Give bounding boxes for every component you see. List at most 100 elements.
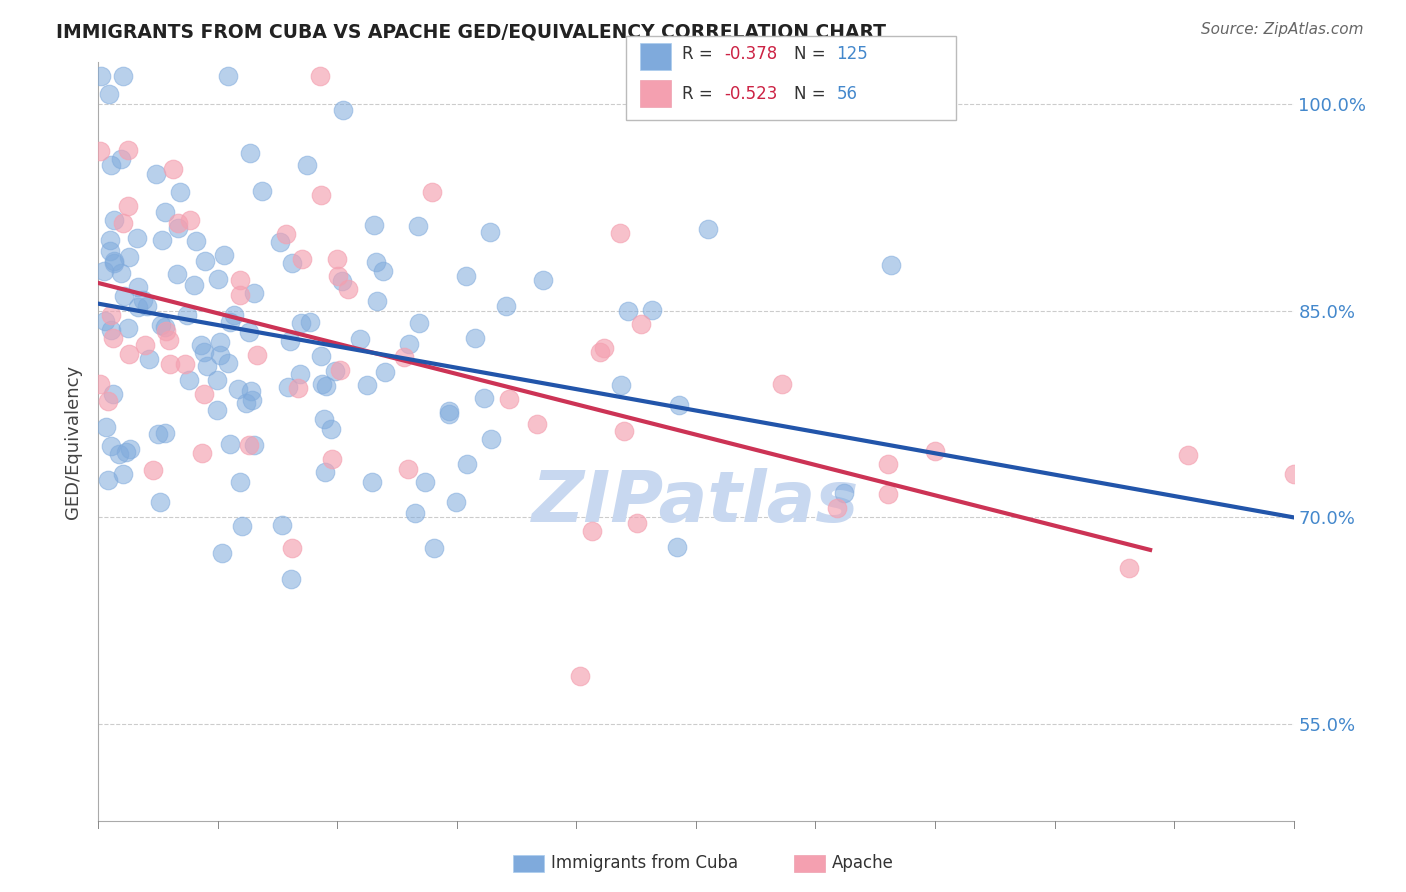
- Point: [112, 467, 135, 481]
- Point: [697, 222, 720, 236]
- Point: [439, 407, 461, 421]
- Text: N =: N =: [794, 85, 825, 103]
- Point: [423, 541, 446, 555]
- Point: [364, 254, 387, 268]
- Point: [589, 345, 612, 359]
- Point: [366, 293, 388, 308]
- Point: [463, 331, 485, 345]
- Point: [166, 267, 188, 281]
- Text: -0.523: -0.523: [724, 85, 778, 103]
- Point: [398, 337, 420, 351]
- Point: [195, 359, 218, 373]
- Point: [110, 152, 132, 166]
- Point: [413, 475, 436, 490]
- Point: [117, 143, 139, 157]
- Point: [332, 103, 354, 117]
- Point: [271, 517, 294, 532]
- Point: [93, 264, 115, 278]
- Point: [877, 487, 900, 501]
- Point: [179, 212, 201, 227]
- Point: [177, 374, 200, 388]
- Point: [120, 442, 142, 457]
- Point: [217, 356, 239, 370]
- Point: [219, 315, 242, 329]
- Point: [107, 447, 129, 461]
- Point: [392, 350, 415, 364]
- Point: [281, 255, 304, 269]
- Text: ZIPatlas: ZIPatlas: [533, 467, 859, 537]
- Point: [1177, 448, 1199, 462]
- Point: [593, 341, 616, 355]
- Point: [100, 439, 122, 453]
- Point: [112, 289, 135, 303]
- Text: IMMIGRANTS FROM CUBA VS APACHE GED/EQUIVALENCY CORRELATION CHART: IMMIGRANTS FROM CUBA VS APACHE GED/EQUIV…: [56, 22, 886, 41]
- Point: [325, 252, 347, 267]
- Point: [166, 220, 188, 235]
- Point: [214, 248, 236, 262]
- Point: [100, 158, 122, 172]
- Point: [150, 233, 173, 247]
- Point: [242, 286, 264, 301]
- Point: [238, 438, 260, 452]
- Point: [287, 381, 309, 395]
- Point: [281, 541, 304, 555]
- Point: [231, 519, 253, 533]
- Point: [211, 546, 233, 560]
- Point: [209, 334, 232, 349]
- Point: [498, 392, 520, 407]
- Point: [668, 398, 690, 412]
- Point: [98, 233, 121, 247]
- Point: [134, 337, 156, 351]
- Point: [97, 473, 120, 487]
- Point: [112, 69, 135, 83]
- Point: [146, 426, 169, 441]
- Point: [312, 412, 335, 426]
- Point: [229, 288, 252, 302]
- Point: [89, 377, 111, 392]
- Point: [295, 158, 318, 172]
- Point: [150, 318, 173, 332]
- Point: [103, 256, 125, 270]
- Text: 56: 56: [837, 85, 858, 103]
- Point: [336, 282, 359, 296]
- Point: [155, 324, 177, 338]
- Point: [183, 277, 205, 292]
- Text: -0.378: -0.378: [724, 45, 778, 62]
- Point: [250, 184, 273, 198]
- Point: [617, 304, 640, 318]
- Point: [240, 384, 263, 399]
- Point: [569, 668, 592, 682]
- Point: [315, 379, 337, 393]
- Text: Source: ZipAtlas.com: Source: ZipAtlas.com: [1201, 22, 1364, 37]
- Point: [103, 387, 125, 401]
- Point: [194, 254, 217, 268]
- Point: [396, 461, 419, 475]
- Point: [217, 69, 239, 83]
- Point: [495, 299, 517, 313]
- Point: [437, 404, 460, 418]
- Point: [613, 424, 636, 438]
- Point: [609, 377, 631, 392]
- Point: [356, 377, 378, 392]
- Point: [825, 500, 848, 515]
- Point: [291, 252, 314, 266]
- Point: [321, 422, 343, 436]
- Point: [190, 446, 212, 460]
- Point: [406, 219, 429, 233]
- Point: [205, 403, 228, 417]
- Point: [174, 357, 197, 371]
- Point: [103, 253, 125, 268]
- Point: [97, 394, 120, 409]
- Point: [323, 364, 346, 378]
- Point: [280, 572, 302, 586]
- Point: [110, 266, 132, 280]
- Point: [880, 259, 903, 273]
- Point: [94, 314, 117, 328]
- Point: [193, 387, 215, 401]
- Text: 125: 125: [837, 45, 869, 62]
- Point: [138, 352, 160, 367]
- Point: [235, 395, 257, 409]
- Point: [190, 338, 212, 352]
- Point: [299, 315, 322, 329]
- Point: [321, 452, 343, 467]
